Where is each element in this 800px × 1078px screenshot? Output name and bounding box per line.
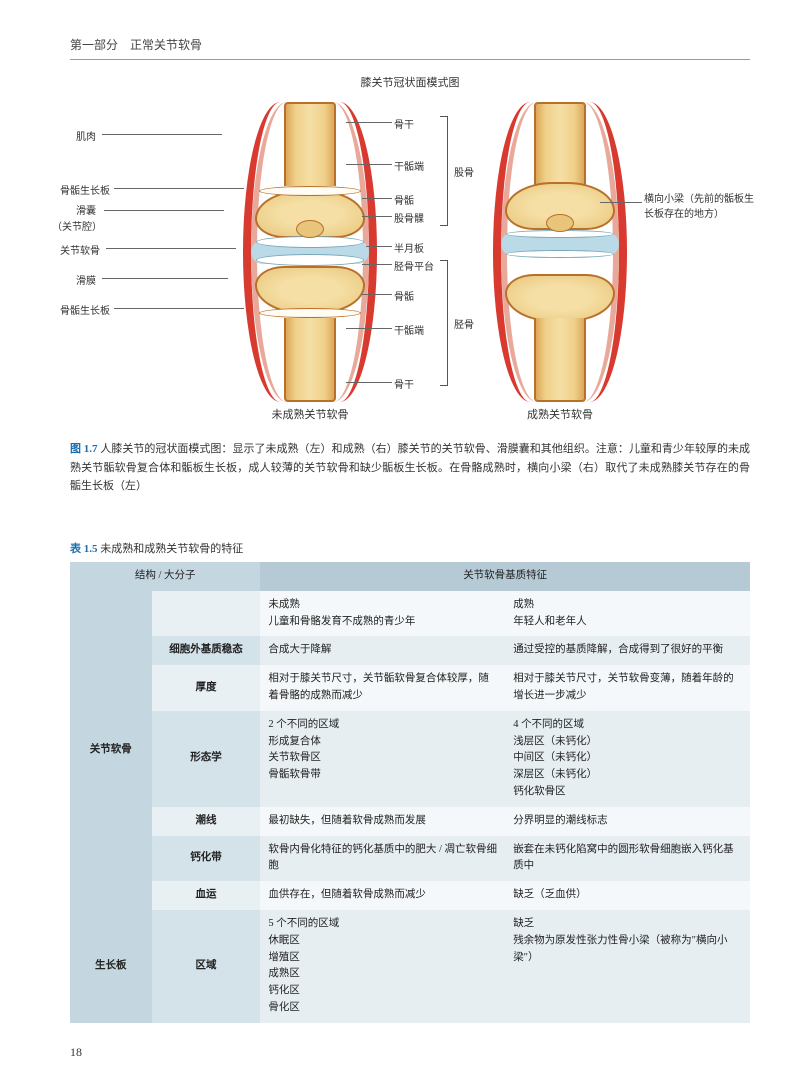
figure-caption: 图 1.7 人膝关节的冠状面模式图：显示了未成熟（左）和成熟（右）膝关节的关节软… [70,440,750,496]
diagram-title: 膝关节冠状面模式图 [70,74,750,90]
page-header: 第一部分 正常关节软骨 [70,36,750,60]
header-span: 关节软骨基质特征 [260,562,750,591]
table-cell: 相对于膝关节尺寸，关节软骨变薄，随着年龄的增长进一步减少 [505,665,750,711]
table-sublabel: 形态学 [152,711,261,807]
label-synovium: 滑膜 [76,272,96,287]
table-title-text: 未成熟和成熟关节软骨的特征 [100,543,243,555]
table-row: 生长板区域5 个不同的区域休眠区增殖区成熟区钙化区骨化区缺乏残余物为原发性张力性… [70,910,750,1023]
label-bursa: 滑囊 [76,202,96,217]
label-condyle: 股骨髁 [394,210,424,225]
table-sublabel: 钙化带 [152,836,261,882]
table-row: 关节软骨未成熟儿童和骨骼发育不成熟的青少年成熟年轻人和老年人 [70,591,750,637]
knee-mature: 成熟关节软骨 [490,102,630,402]
table-row: 厚度相对于膝关节尺寸，关节骺软骨复合体较厚，随着骨骼的成熟而减少相对于膝关节尺寸… [70,665,750,711]
table-cell: 嵌套在未钙化陷窝中的圆形软骨细胞嵌入钙化基质中 [505,836,750,882]
table-cell: 合成大于降解 [260,636,505,665]
label-artcart: 关节软骨 [60,242,100,257]
table-rowhead: 生长板 [70,910,152,1023]
characteristics-table: 结构 / 大分子 关节软骨基质特征 关节软骨未成熟儿童和骨骼发育不成熟的青少年成… [70,562,750,1023]
table-cell: 通过受控的基质降解，合成得到了很好的平衡 [505,636,750,665]
knee-diagram: 膝关节冠状面模式图 未成熟关节软骨 成熟关节软骨 肌肉 骨骺生长板 滑囊 （关节… [70,74,750,434]
table-cell: 缺乏残余物为原发性张力性骨小梁（被称为"横向小梁"） [505,910,750,1023]
page-number: 18 [70,1045,82,1060]
figure-caption-text: 人膝关节的冠状面模式图：显示了未成熟（左）和成熟（右）膝关节的关节软骨、滑膜囊和… [70,443,750,492]
table-row: 形态学2 个不同的区域形成复合体关节软骨区骨骺软骨带4 个不同的区域浅层区（未钙… [70,711,750,807]
table-cell: 未成熟儿童和骨骼发育不成熟的青少年 [260,591,505,637]
label-tibialplat: 胫骨平台 [394,258,434,273]
table-sublabel: 区域 [152,910,261,1023]
label-growthplate-bot: 骨骺生长板 [60,302,110,317]
table-title: 表 1.5 未成熟和成熟关节软骨的特征 [70,540,750,556]
table-sublabel: 细胞外基质稳态 [152,636,261,665]
bracket-femur: 股骨 [454,164,474,179]
header-struct: 结构 / 大分子 [70,562,260,591]
bracket-tibia: 胫骨 [454,316,474,331]
table-rowhead: 关节软骨 [70,591,152,910]
knee-immature: 未成熟关节软骨 [240,102,380,402]
table-cell: 软骨内骨化特征的钙化基质中的肥大 / 凋亡软骨细胞 [260,836,505,882]
table-row: 血运血供存在，但随着软骨成熟而减少缺乏（乏血供） [70,881,750,910]
table-cell: 最初缺失，但随着软骨成熟而发展 [260,807,505,836]
figure-number: 图 1.7 [70,443,98,455]
table-sublabel [152,591,261,637]
label-muscle: 肌肉 [76,128,96,143]
table-sublabel: 厚度 [152,665,261,711]
table-sublabel: 血运 [152,881,261,910]
label-growthplate-top: 骨骺生长板 [60,182,110,197]
table-sublabel: 潮线 [152,807,261,836]
label-epiphysis-top: 骨骺 [394,192,414,207]
immature-caption: 未成熟关节软骨 [272,406,349,422]
table-row: 细胞外基质稳态合成大于降解通过受控的基质降解，合成得到了很好的平衡 [70,636,750,665]
label-metaphysis-bot: 干骺端 [394,322,424,337]
table-cell: 2 个不同的区域形成复合体关节软骨区骨骺软骨带 [260,711,505,807]
table-cell: 缺乏（乏血供） [505,881,750,910]
label-trabecula: 横向小梁（先前的骺板生长板存在的地方） [644,192,754,222]
table-cell: 4 个不同的区域浅层区（未钙化）中间区（未钙化）深层区（未钙化）钙化软骨区 [505,711,750,807]
table-cell: 成熟年轻人和老年人 [505,591,750,637]
label-meniscus: 半月板 [394,240,424,255]
table-cell: 血供存在，但随着软骨成熟而减少 [260,881,505,910]
label-jointcavity: （关节腔） [52,218,102,233]
table-cell: 5 个不同的区域休眠区增殖区成熟区钙化区骨化区 [260,910,505,1023]
table-cell: 相对于膝关节尺寸，关节骺软骨复合体较厚，随着骨骼的成熟而减少 [260,665,505,711]
label-diaphysis-bot: 骨干 [394,376,414,391]
label-metaphysis-top: 干骺端 [394,158,424,173]
table-row: 潮线最初缺失，但随着软骨成熟而发展分界明显的潮线标志 [70,807,750,836]
mature-caption: 成熟关节软骨 [527,406,593,422]
table-row: 钙化带软骨内骨化特征的钙化基质中的肥大 / 凋亡软骨细胞嵌套在未钙化陷窝中的圆形… [70,836,750,882]
label-epiphysis-bot: 骨骺 [394,288,414,303]
table-number: 表 1.5 [70,543,98,555]
table-cell: 分界明显的潮线标志 [505,807,750,836]
label-diaphysis-top: 骨干 [394,116,414,131]
